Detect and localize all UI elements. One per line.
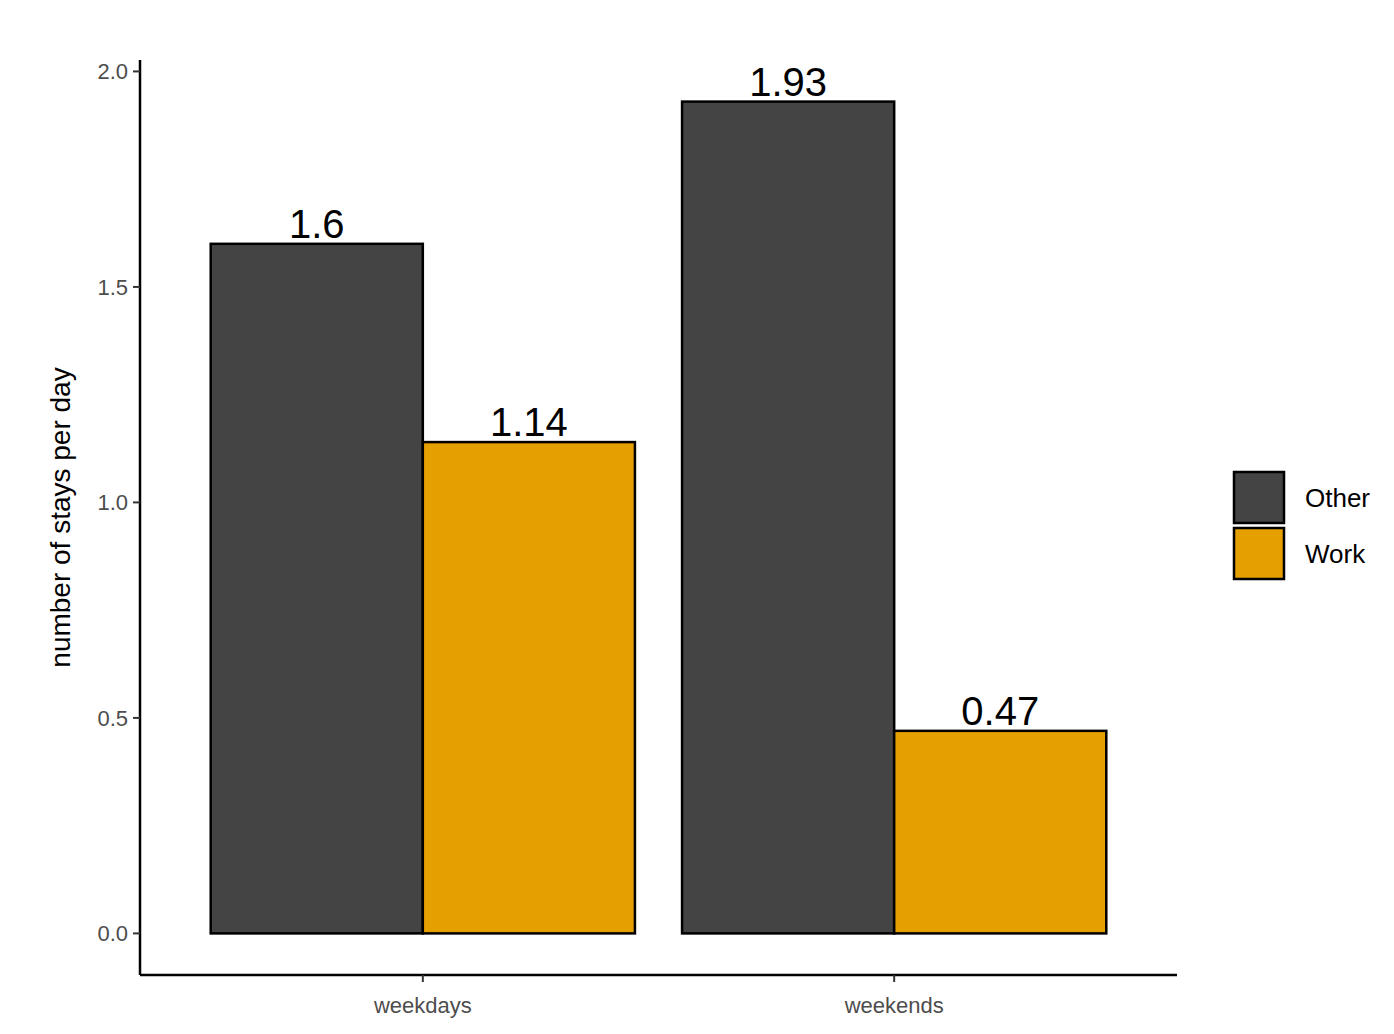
y-axis-title: number of stays per day bbox=[45, 367, 76, 667]
legend-key bbox=[1234, 472, 1284, 523]
data-label: 1.14 bbox=[490, 400, 568, 444]
bar bbox=[682, 102, 894, 934]
bar bbox=[894, 731, 1106, 934]
data-labels: 1.6 1.93 1.14 0.47 bbox=[289, 60, 1039, 733]
legend-key bbox=[1234, 528, 1284, 579]
legend-label: Other bbox=[1305, 483, 1370, 513]
axes: 0.0 0.5 1.0 1.5 2.0 weekdays weekends bbox=[97, 59, 1177, 1018]
data-label: 1.93 bbox=[749, 60, 827, 104]
data-label: 0.47 bbox=[961, 689, 1039, 733]
y-tick-label: 1.5 bbox=[97, 275, 128, 300]
y-tick-label: 2.0 bbox=[97, 59, 128, 84]
x-tick bbox=[422, 975, 424, 982]
chart: 1.6 1.93 1.14 0.47 0.0 0.5 1.0 1.5 2.0 weekdays we… bbox=[0, 0, 1394, 1034]
y-tick bbox=[133, 501, 140, 503]
y-tick-label: 0.0 bbox=[97, 921, 128, 946]
legend-label: Work bbox=[1305, 539, 1366, 569]
y-tick bbox=[133, 932, 140, 934]
y-tick-label: 1.0 bbox=[97, 490, 128, 515]
data-label: 1.6 bbox=[289, 202, 345, 246]
bar bbox=[211, 244, 423, 934]
y-axis-line bbox=[139, 60, 142, 975]
x-tick-label: weekends bbox=[844, 993, 944, 1018]
x-axis-line bbox=[140, 974, 1177, 977]
y-tick bbox=[133, 70, 140, 72]
bars bbox=[211, 102, 1107, 934]
y-tick bbox=[133, 717, 140, 719]
x-tick-label: weekdays bbox=[373, 993, 472, 1018]
y-tick-label: 0.5 bbox=[97, 706, 128, 731]
bar bbox=[423, 442, 635, 933]
legend: Other Work bbox=[1234, 472, 1370, 579]
y-tick bbox=[133, 286, 140, 288]
x-tick bbox=[893, 975, 895, 982]
